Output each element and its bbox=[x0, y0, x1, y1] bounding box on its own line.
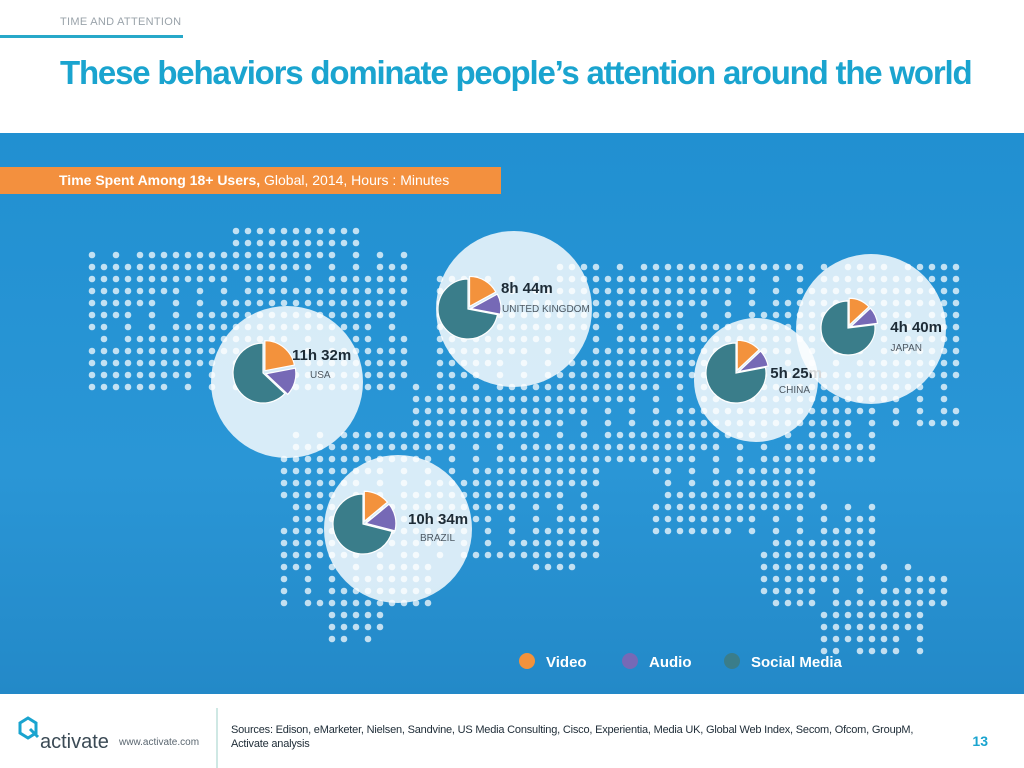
pie-slice-japan-audio bbox=[848, 307, 879, 328]
footer-brand: activate bbox=[40, 731, 109, 753]
pie-slice-brazil-social bbox=[332, 493, 393, 555]
country-label-china: CHINA bbox=[779, 385, 810, 396]
country-label-usa: USA bbox=[310, 370, 331, 381]
footer-url[interactable]: www.activate.com bbox=[119, 737, 200, 748]
pie-slice-china-audio bbox=[736, 350, 769, 373]
section-label: TIME AND ATTENTION bbox=[60, 16, 182, 28]
legend-label-social-media: Social Media bbox=[751, 654, 843, 671]
chart-legend: Video Audio Social Media bbox=[519, 653, 843, 671]
total-label-japan: 4h 40m bbox=[890, 319, 942, 336]
section-underline bbox=[0, 35, 183, 38]
total-label-usa: 11h 32m bbox=[292, 347, 351, 364]
legend-swatch-social-media bbox=[724, 653, 740, 669]
country-label-brazil: BRAZIL bbox=[420, 533, 455, 544]
pie-slice-usa-social bbox=[232, 342, 286, 404]
pie-slice-united-kingdom-social bbox=[437, 278, 499, 340]
total-label-brazil: 10h 34m bbox=[408, 511, 468, 528]
pie-group: 11h 32m USA 8h 44m UNITED KINGDOM 10h 34m BRA… bbox=[211, 231, 946, 603]
pie-slice-united-kingdom-video bbox=[468, 275, 497, 308]
total-label-united-kingdom: 8h 44m bbox=[501, 280, 553, 297]
subtitle-rest: Global, 2014, Hours : Minutes bbox=[260, 172, 450, 188]
legend-label-video: Video bbox=[546, 654, 587, 671]
pie-slice-japan-social bbox=[820, 300, 876, 356]
pie-slice-brazil-video bbox=[363, 490, 389, 523]
country-label-japan: JAPAN bbox=[891, 343, 923, 354]
pie-slice-brazil-audio bbox=[364, 503, 397, 532]
pie-slice-united-kingdom-audio bbox=[469, 293, 502, 315]
legend-swatch-audio bbox=[622, 653, 638, 669]
sources-note: Sources: Edison, eMarketer, Nielsen, San… bbox=[231, 724, 914, 750]
page-title: These behaviors dominate people’s attent… bbox=[60, 54, 973, 91]
world-map-chart: 11h 32m USA 8h 44m UNITED KINGDOM 10h 34m BRA… bbox=[88, 227, 960, 671]
bubble-brazil bbox=[324, 455, 472, 603]
pie-slice-usa-video bbox=[264, 340, 296, 372]
subtitle-bold: Time Spent Among 18+ Users, bbox=[59, 172, 261, 188]
pie-slice-china-social bbox=[705, 342, 767, 404]
bubble-united-kingdom bbox=[436, 231, 592, 387]
legend-swatch-video bbox=[519, 653, 535, 669]
country-label-united-kingdom: UNITED KINGDOM bbox=[502, 304, 590, 315]
pie-slice-usa-audio bbox=[264, 367, 297, 396]
world-map-panel: 11h 32m USA 8h 44m UNITED KINGDOM 10h 34m BRA… bbox=[0, 133, 1024, 694]
activate-logo-icon bbox=[18, 716, 40, 740]
pie-slice-china-video bbox=[736, 339, 760, 372]
page-number: 13 bbox=[972, 733, 988, 749]
chart-subtitle: Time Spent Among 18+ Users, Global, 2014… bbox=[0, 167, 501, 194]
legend-label-audio: Audio bbox=[649, 654, 692, 671]
pie-slice-japan-video bbox=[848, 297, 870, 327]
footer-divider bbox=[216, 708, 218, 768]
